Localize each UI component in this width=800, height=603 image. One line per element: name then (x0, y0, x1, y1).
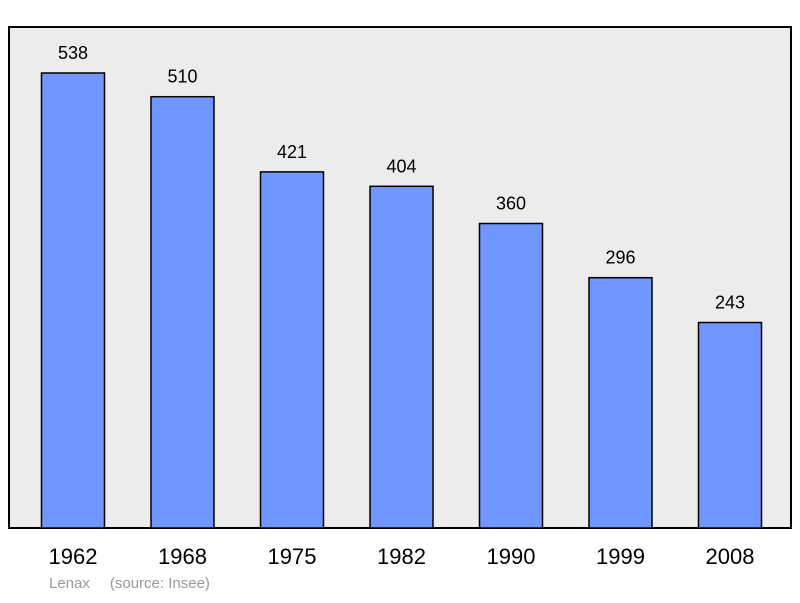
x-tick-label-1982: 1982 (377, 544, 426, 569)
x-tick-label-1990: 1990 (487, 544, 536, 569)
bar-2008 (697, 321, 763, 529)
bar-1975 (259, 171, 325, 529)
x-tick-label-2008: 2008 (706, 544, 755, 569)
bar-1999 (588, 276, 653, 529)
bar-1968 (150, 95, 215, 529)
source-note: (source: Insee) (109, 575, 210, 592)
bars-group (40, 72, 763, 529)
value-label-1975: 421 (277, 142, 307, 162)
value-label-1999: 296 (605, 248, 635, 268)
x-tick-label-1968: 1968 (158, 544, 207, 569)
value-label-1968: 510 (167, 67, 197, 87)
value-labels-group: 538 510 421 404 360 296 243 (58, 43, 745, 313)
bar-1982 (369, 185, 434, 529)
bar-1990 (478, 222, 544, 529)
value-label-1982: 404 (386, 156, 416, 176)
value-label-2008: 243 (715, 293, 745, 313)
x-tick-label-1962: 1962 (49, 544, 98, 569)
x-tick-label-1975: 1975 (268, 544, 317, 569)
footer-caption: Lenax (source: Insee) (49, 575, 210, 592)
x-tick-label-1999: 1999 (596, 544, 645, 569)
value-label-1962: 538 (58, 43, 88, 63)
bar-1962 (40, 72, 106, 529)
commune-name: Lenax (49, 575, 90, 592)
value-label-1990: 360 (496, 194, 526, 214)
x-tick-labels-group: 1962 1968 1975 1982 1990 1999 2008 (49, 544, 755, 569)
